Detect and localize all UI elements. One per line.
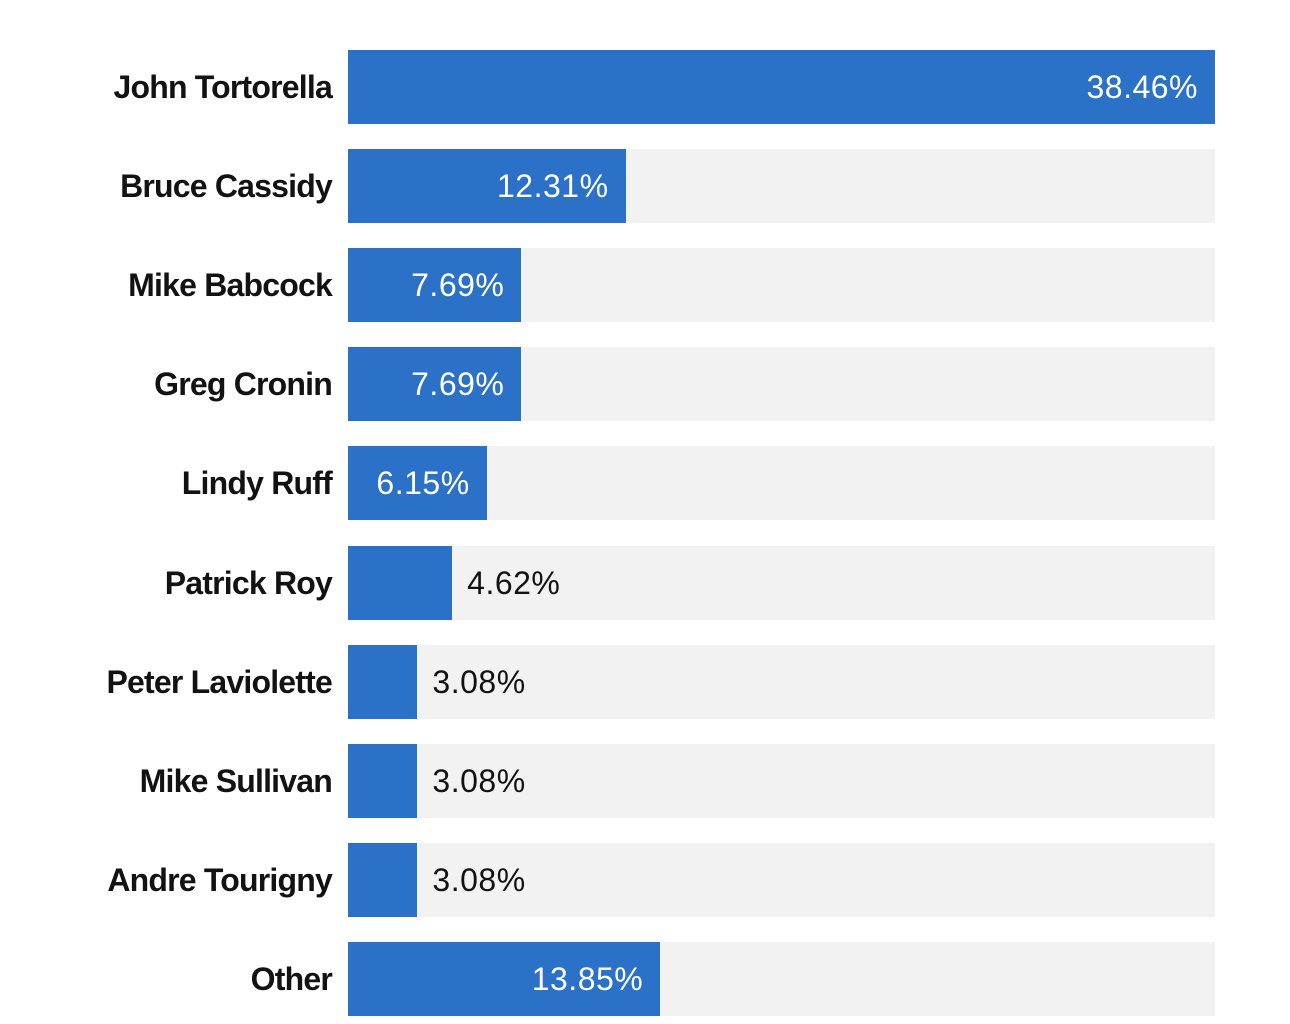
category-label: Other <box>250 960 333 997</box>
bar-track: 12.31% <box>348 149 1215 224</box>
category-label: John Tortorella <box>113 69 332 105</box>
bar <box>348 941 661 1016</box>
bar <box>348 50 1215 124</box>
bar-row: Greg Cronin 7.69% <box>0 347 1290 422</box>
bar-row: John Tortorella 38.46% <box>0 50 1290 124</box>
bar-row: Mike Babcock 7.69% <box>0 248 1290 323</box>
bar-track: 3.08% <box>348 842 1215 917</box>
bar <box>348 248 522 323</box>
bar-track: 7.69% <box>348 248 1215 323</box>
bar <box>348 644 418 719</box>
category-label: Andre Tourigny <box>107 861 332 898</box>
bar-track: 38.46% <box>348 50 1215 124</box>
bar-track: 13.85% <box>348 941 1215 1016</box>
bar-row: Other 13.85% <box>0 941 1290 1016</box>
value-label: 7.69% <box>411 366 505 403</box>
bar-row: Patrick Roy 4.62% <box>0 545 1290 620</box>
bar-row: Mike Sullivan 3.08% <box>0 743 1290 818</box>
category-label: Mike Sullivan <box>139 762 333 799</box>
value-label: 3.08% <box>432 663 526 700</box>
value-label: 6.15% <box>376 465 470 502</box>
category-label: Peter Laviolette <box>106 663 332 700</box>
value-label: 3.08% <box>432 861 526 898</box>
category-label: Patrick Roy <box>164 564 333 601</box>
value-label: 13.85% <box>531 960 644 997</box>
bar <box>348 446 487 521</box>
category-label: Mike Babcock <box>128 267 333 304</box>
bar-row: Andre Tourigny 3.08% <box>0 842 1290 917</box>
bar <box>348 347 522 422</box>
value-label: 4.62% <box>467 564 561 601</box>
category-label: Bruce Cassidy <box>120 168 333 205</box>
bar-row: Peter Laviolette 3.08% <box>0 644 1290 719</box>
bar-track: 4.62% <box>348 545 1215 620</box>
bar <box>348 842 418 917</box>
bar <box>348 149 626 224</box>
bar-track: 3.08% <box>348 743 1215 818</box>
bar-track: 6.15% <box>348 446 1215 521</box>
value-label: 38.46% <box>1086 69 1198 105</box>
category-label: Lindy Ruff <box>181 465 333 502</box>
bar-row: Lindy Ruff 6.15% <box>0 446 1290 521</box>
value-label: 3.08% <box>432 762 526 799</box>
bar-row: Bruce Cassidy 12.31% <box>0 149 1290 224</box>
value-label: 7.69% <box>411 267 505 304</box>
bar <box>348 743 418 818</box>
bar-track: 7.69% <box>348 347 1215 422</box>
bar-track: 3.08% <box>348 644 1215 719</box>
bar <box>348 545 453 620</box>
category-label: Greg Cronin <box>154 366 333 403</box>
value-label: 12.31% <box>496 168 609 205</box>
